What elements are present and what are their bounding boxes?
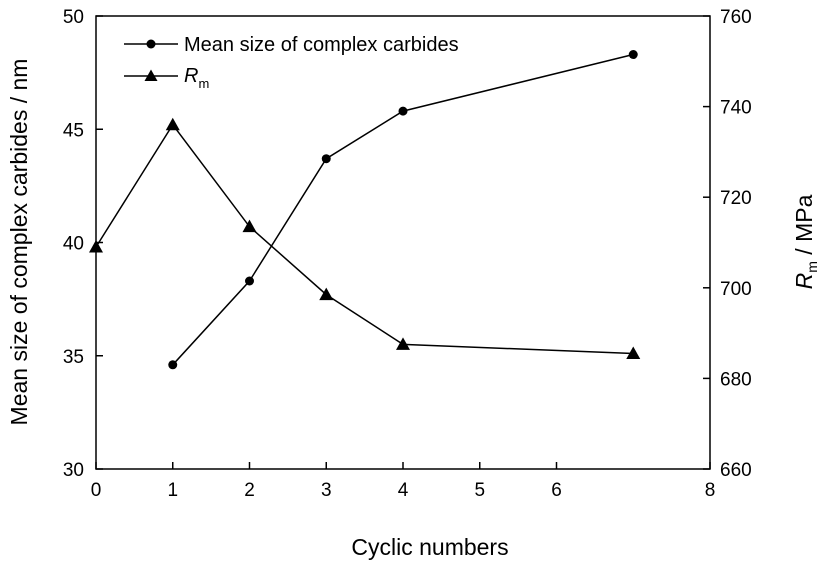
data-point-carbides — [628, 50, 638, 60]
data-point-rm — [396, 337, 410, 350]
x-tick-label: 8 — [705, 480, 716, 501]
y-tick-label: 40 — [63, 234, 84, 255]
legend-entry-carbides: Mean size of complex carbides — [124, 34, 459, 56]
y2-axis-title: Rm / MPa — [791, 194, 820, 289]
y2-axis-title-unit: / MPa — [791, 194, 817, 261]
y2-tick-label: 720 — [720, 188, 752, 209]
x-tick-label: 0 — [91, 480, 102, 501]
y-tick-label: 35 — [63, 347, 84, 368]
legend-entry-rm: Rm — [124, 65, 209, 91]
y-tick-label: 50 — [63, 7, 84, 28]
data-point-carbides — [398, 106, 408, 116]
y-axis-title: Mean size of complex carbides / nm — [6, 59, 32, 426]
legend-label-rm-symbol: R — [184, 65, 198, 87]
legend-marker-circle — [146, 39, 156, 49]
x-tick-label: 5 — [474, 480, 485, 501]
series-line-carbides — [172, 53, 634, 366]
y-tick-label: 30 — [63, 460, 84, 481]
y-tick-label: 45 — [63, 120, 84, 141]
legend-marker-triangle — [144, 69, 158, 81]
x-tick-label: 4 — [398, 480, 409, 501]
legend: Mean size of complex carbides Rm — [124, 34, 459, 91]
legend-label-rm: Rm — [184, 65, 209, 91]
data-point-rm — [319, 287, 334, 301]
y2-tick-label: 700 — [720, 279, 752, 300]
data-point-carbides — [321, 154, 331, 164]
y2-tick-label: 740 — [720, 98, 752, 119]
x-tick-label: 2 — [244, 480, 255, 501]
legend-label-rm-subscript: m — [198, 76, 209, 91]
x-axis-title: Cyclic numbers — [351, 534, 508, 560]
series-line-rm — [95, 123, 634, 355]
y2-tick-label: 660 — [720, 460, 752, 481]
x-tick-label: 3 — [321, 480, 332, 501]
x-tick-label: 6 — [551, 480, 562, 501]
data-point-rm — [165, 117, 180, 131]
y2-axis-title-symbol: R — [791, 273, 817, 290]
data-point-carbides — [245, 276, 254, 286]
y2-axis-title-subscript: m — [804, 261, 820, 273]
data-point-carbides — [168, 360, 178, 370]
y2-tick-label: 680 — [720, 369, 752, 390]
data-point-rm — [242, 219, 257, 233]
y2-tick-label: 760 — [720, 7, 752, 28]
legend-label-carbides: Mean size of complex carbides — [184, 34, 459, 56]
data-point-rm — [626, 346, 641, 359]
series — [89, 50, 641, 370]
data-point-rm — [89, 240, 103, 253]
x-tick-label: 1 — [167, 480, 178, 501]
